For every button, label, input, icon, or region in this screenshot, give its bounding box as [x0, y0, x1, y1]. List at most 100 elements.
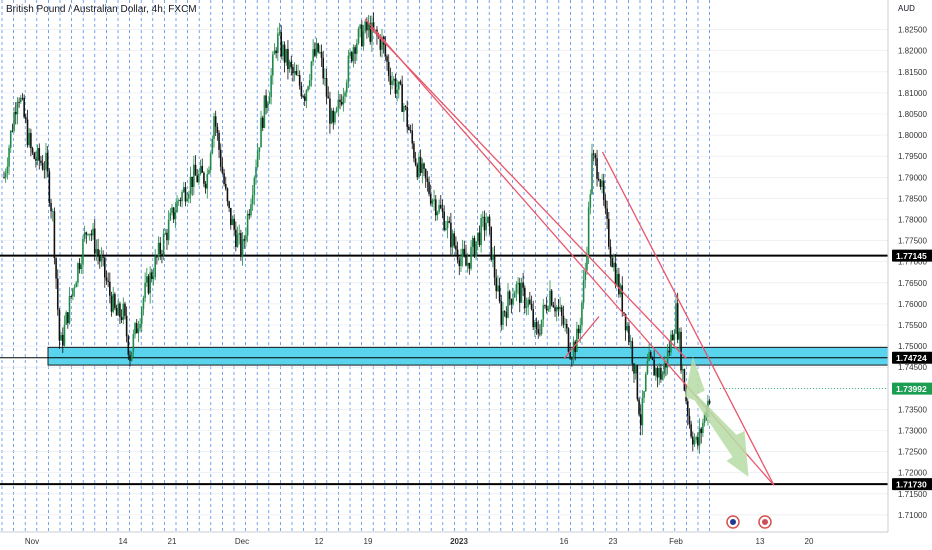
candle-body — [641, 397, 644, 426]
trendline[interactable] — [369, 27, 687, 360]
candle-body — [572, 341, 575, 359]
candle-body — [403, 106, 405, 112]
candle-body — [475, 241, 477, 257]
candle-body — [448, 221, 450, 223]
candle-body — [72, 288, 74, 297]
time-tick-label: 16 — [560, 537, 569, 546]
candle-body — [500, 301, 503, 325]
candle-body — [322, 57, 324, 79]
candle-body — [98, 255, 101, 262]
price-axis-bg — [888, 0, 932, 550]
candle-body — [394, 78, 397, 94]
candle-body — [117, 303, 120, 316]
candle-body — [555, 307, 558, 312]
candle-body — [263, 95, 266, 129]
candle-body — [60, 334, 62, 341]
candle-body — [28, 132, 30, 146]
candle-body — [371, 22, 373, 42]
price-tag — [892, 351, 932, 364]
candle-body — [676, 303, 679, 340]
candle-body — [666, 350, 669, 368]
price-tick-label: 1.78500 — [898, 194, 927, 203]
chart-title: British Pound / Australian Dollar, 4h, F… — [6, 4, 197, 15]
candle-body — [53, 211, 56, 259]
candle-body — [665, 363, 667, 368]
event-icon-center — [762, 519, 768, 525]
candle-body — [564, 323, 566, 325]
candle-body — [624, 313, 627, 331]
candle-body — [275, 50, 277, 53]
candle-body — [280, 32, 282, 57]
candle-body — [411, 130, 414, 144]
trendline[interactable] — [563, 316, 600, 360]
candle-body — [604, 199, 607, 209]
candle-body — [621, 285, 624, 313]
candle-body — [646, 360, 649, 374]
price-tag — [892, 249, 932, 262]
candle-body — [408, 126, 410, 131]
candle-body — [140, 308, 143, 324]
candle-body — [198, 173, 200, 183]
candle-body — [482, 216, 484, 219]
candle-body — [273, 50, 276, 55]
candle-body — [409, 130, 412, 131]
candle-body — [124, 303, 126, 316]
candle-body — [13, 111, 15, 131]
candle-body — [255, 167, 257, 178]
candle-body — [250, 204, 252, 216]
candle-body — [381, 36, 383, 50]
event-icon-center — [730, 519, 736, 525]
candle-body — [312, 49, 314, 62]
candle-body — [547, 308, 550, 311]
candle-body — [179, 200, 182, 202]
candle-body — [354, 47, 356, 54]
candle-body — [147, 276, 150, 294]
time-tick-label: 19 — [364, 537, 373, 546]
candle-body — [41, 162, 44, 170]
candle-body — [6, 166, 9, 174]
candle-body — [453, 233, 456, 246]
candle-body — [93, 228, 96, 254]
candle-body — [40, 160, 42, 163]
candle-body — [638, 399, 640, 415]
candle-body — [445, 228, 447, 230]
candle-body — [46, 152, 49, 172]
candle-body — [495, 277, 498, 292]
candle-body — [522, 282, 524, 288]
candle-body — [525, 306, 528, 308]
candle-body — [154, 256, 156, 278]
trendline[interactable] — [601, 151, 775, 486]
candle-body — [708, 400, 711, 404]
candle-body — [434, 199, 437, 216]
price-tick-label: 1.77500 — [898, 237, 927, 246]
candle-body — [569, 351, 571, 359]
candle-body — [498, 285, 501, 302]
candle-body — [698, 428, 701, 446]
candle-body — [539, 333, 541, 335]
candle-body — [404, 106, 407, 108]
candle-body — [236, 234, 239, 247]
candle-body — [209, 153, 212, 170]
candle-body — [171, 207, 173, 213]
price-tick-label: 1.75000 — [898, 342, 927, 351]
candle-body — [503, 311, 506, 313]
candle-body — [230, 207, 232, 225]
candle-body — [303, 96, 306, 101]
candle-body — [559, 307, 561, 310]
candle-body — [233, 218, 235, 230]
candle-body — [327, 96, 330, 99]
candle-body — [398, 81, 400, 90]
price-tick-label: 1.71500 — [898, 490, 927, 499]
candle-body — [191, 176, 193, 187]
candle-body — [357, 28, 360, 44]
candle-body — [609, 246, 612, 258]
candle-body — [114, 294, 116, 309]
candle-body — [332, 110, 335, 123]
candle-body — [65, 312, 67, 325]
candle-body — [429, 193, 432, 204]
price-tick-label: 1.76500 — [898, 279, 927, 288]
candle-body — [203, 172, 205, 184]
candle-body — [345, 82, 348, 93]
